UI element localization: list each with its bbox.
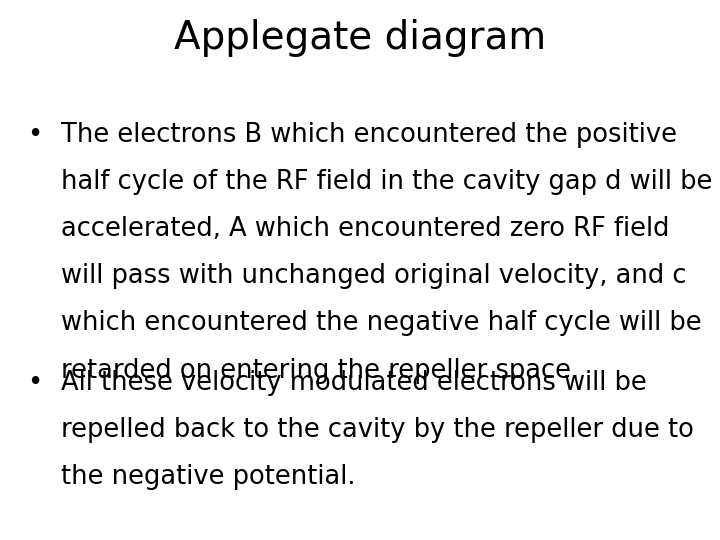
Text: which encountered the negative half cycle will be: which encountered the negative half cycl… <box>61 310 702 336</box>
Text: accelerated, A which encountered zero RF field: accelerated, A which encountered zero RF… <box>61 216 670 242</box>
Text: The electrons B which encountered the positive: The electrons B which encountered the po… <box>61 122 678 147</box>
Text: •: • <box>27 370 42 396</box>
Text: retarded on entering the repeller space.: retarded on entering the repeller space. <box>61 357 580 384</box>
Text: will pass with unchanged original velocity, and c: will pass with unchanged original veloci… <box>61 263 687 289</box>
Text: half cycle of the RF field in the cavity gap d will be: half cycle of the RF field in the cavity… <box>61 168 713 195</box>
Text: repelled back to the cavity by the repeller due to: repelled back to the cavity by the repel… <box>61 417 694 443</box>
Text: •: • <box>27 122 42 147</box>
Text: Applegate diagram: Applegate diagram <box>174 19 546 57</box>
Text: the negative potential.: the negative potential. <box>61 464 356 490</box>
Text: All these velocity modulated electrons will be: All these velocity modulated electrons w… <box>61 370 647 396</box>
